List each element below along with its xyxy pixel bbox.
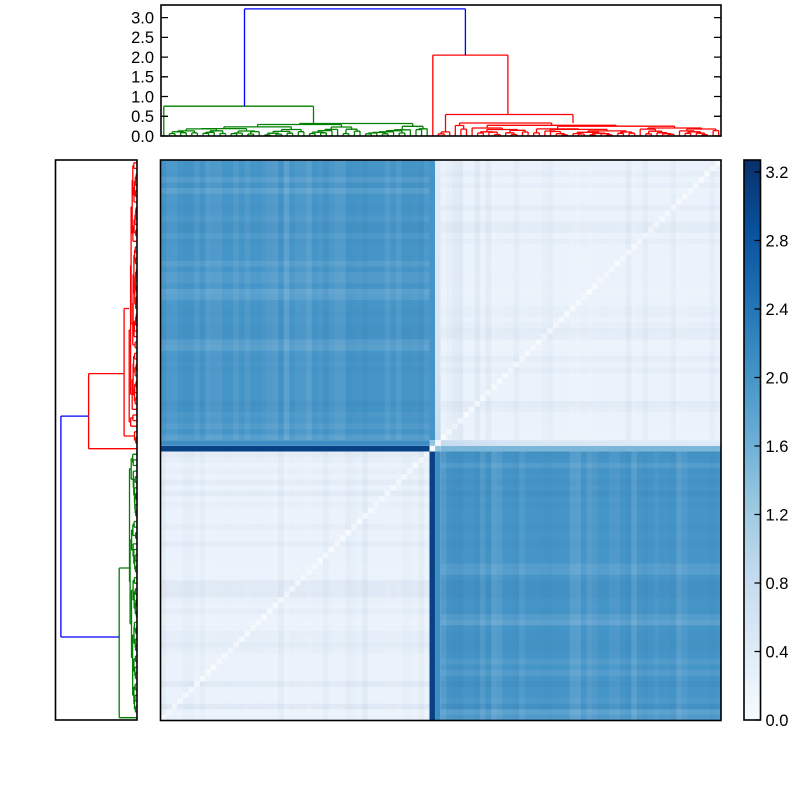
svg-text:0.0: 0.0	[131, 128, 154, 146]
svg-text:1.2: 1.2	[766, 506, 789, 524]
svg-text:2.8: 2.8	[766, 232, 789, 250]
svg-text:2.5: 2.5	[131, 29, 154, 47]
svg-text:0.0: 0.0	[766, 712, 789, 730]
svg-text:0.4: 0.4	[766, 643, 789, 661]
svg-text:0.5: 0.5	[131, 108, 154, 126]
svg-text:1.6: 1.6	[766, 438, 789, 456]
svg-text:1.0: 1.0	[131, 88, 154, 106]
svg-text:1.5: 1.5	[131, 69, 154, 87]
svg-text:3.2: 3.2	[766, 164, 789, 182]
svg-text:3.0: 3.0	[131, 9, 154, 27]
svg-text:2.0: 2.0	[766, 369, 789, 387]
svg-text:2.0: 2.0	[131, 49, 154, 67]
svg-text:0.8: 0.8	[766, 575, 789, 593]
svg-text:2.4: 2.4	[766, 301, 789, 319]
